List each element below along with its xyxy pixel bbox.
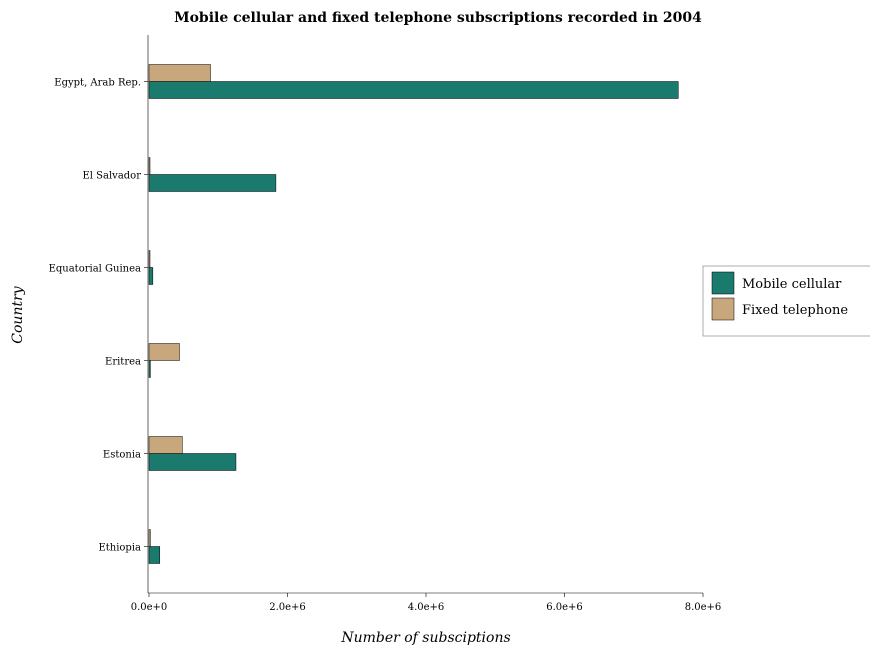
y-tick-label: Equatorial Guinea: [49, 264, 141, 275]
bars-group: [148, 64, 679, 564]
y-tick-label: Eritrea: [105, 357, 141, 368]
x-axis-label: Number of subsciptions: [340, 630, 510, 646]
x-tick-label: 0.0e+0: [131, 602, 168, 613]
bar-fixed-5: [148, 529, 151, 547]
y-tick-label: El Salvador: [82, 171, 141, 182]
bar-fixed-2: [148, 250, 151, 268]
legend: Mobile cellular Fixed telephone: [702, 265, 870, 337]
legend-label-fixed: Fixed telephone: [742, 303, 848, 318]
chart-title: Mobile cellular and fixed telephone subs…: [174, 10, 702, 26]
bar-mobile-4: [148, 453, 237, 471]
legend-swatch-fixed: [711, 297, 735, 321]
y-ticks-group: Egypt, Arab Rep. El Salvador Equatorial Gu…: [49, 78, 148, 554]
y-axis-label: Country: [10, 285, 26, 343]
x-ticks-group: 0.0e+0 2.0e+6 4.0e+6 6.0e+6 8.0e+6: [131, 593, 722, 613]
bar-mobile-3: [148, 360, 151, 378]
y-tick-label: Estonia: [103, 450, 141, 461]
x-tick-label: 6.0e+6: [546, 602, 583, 613]
bar-mobile-1: [148, 174, 277, 192]
bar-mobile-2: [148, 267, 154, 285]
y-tick-label: Ethiopia: [98, 543, 141, 554]
x-tick-label: 4.0e+6: [408, 602, 445, 613]
y-tick-label: Egypt, Arab Rep.: [54, 78, 141, 89]
x-tick-label: 2.0e+6: [269, 602, 306, 613]
bar-fixed-1: [148, 157, 151, 175]
bar-mobile-0: [148, 81, 679, 99]
bar-fixed-0: [148, 64, 211, 82]
bar-fixed-3: [148, 343, 180, 361]
x-tick-label: 8.0e+6: [685, 602, 722, 613]
bar-fixed-4: [148, 436, 183, 454]
legend-swatch-mobile: [711, 271, 735, 295]
bar-mobile-5: [148, 546, 161, 564]
legend-label-mobile: Mobile cellular: [742, 277, 842, 292]
plot-area: [147, 34, 704, 594]
